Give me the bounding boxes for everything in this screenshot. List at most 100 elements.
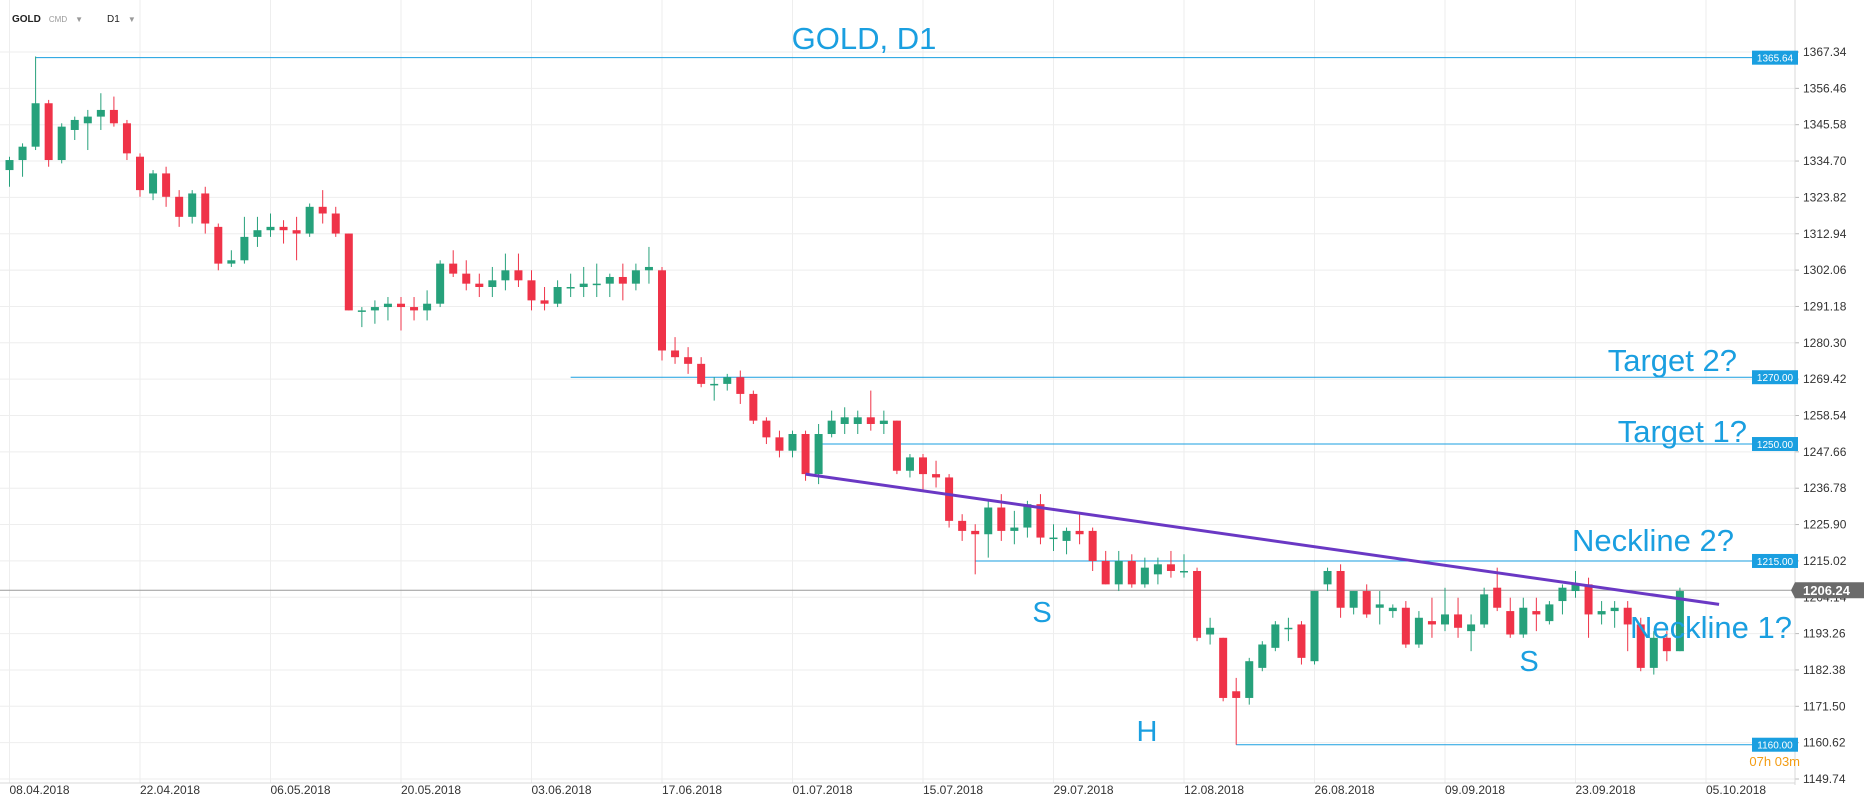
market-type[interactable]: CMD	[48, 14, 68, 24]
candle-body	[1597, 611, 1606, 615]
chevron-down-icon[interactable]: ▼	[127, 14, 136, 24]
candle	[958, 514, 967, 541]
y-tick-label: 1258.54	[1803, 409, 1847, 423]
x-tick-label: 09.09.2018	[1445, 783, 1505, 797]
candle	[1480, 587, 1489, 628]
horizontal-levels	[35, 57, 1795, 746]
candle-body	[240, 236, 249, 261]
candle	[1153, 557, 1162, 585]
candle-body	[984, 507, 993, 535]
candle	[540, 287, 549, 311]
candle	[971, 524, 980, 575]
candle	[1193, 567, 1202, 642]
candle-body	[1297, 624, 1306, 658]
candle-body	[1649, 637, 1658, 668]
candle-body	[1610, 607, 1619, 612]
timeframe-selector[interactable]: D1	[107, 13, 120, 25]
candle	[1180, 554, 1188, 578]
current-price-tag	[1791, 582, 1864, 599]
candle	[1310, 591, 1319, 665]
candle-body	[1467, 624, 1476, 632]
candle	[18, 143, 27, 177]
chevron-down-icon[interactable]: ▼	[75, 14, 84, 24]
left-shoulder-label: S	[1032, 597, 1051, 629]
candle-body	[945, 477, 954, 521]
x-tick-label: 22.04.2018	[140, 783, 200, 797]
symbol-selector[interactable]: GOLD	[12, 13, 41, 25]
candle	[31, 56, 40, 151]
x-tick-label: 23.09.2018	[1576, 783, 1636, 797]
candle-body	[162, 173, 171, 197]
candle-body	[723, 377, 732, 384]
chart-toolbar: GOLD CMD ▼ D1 ▼	[12, 11, 136, 27]
x-tick-label: 05.10.2018	[1706, 783, 1766, 797]
level-price-text: 1250.00	[1757, 440, 1794, 451]
candle	[331, 206, 340, 237]
candle-body	[370, 307, 379, 311]
candle-body	[1049, 537, 1058, 540]
candle-body	[175, 196, 184, 217]
y-tick-label: 1160.62	[1803, 736, 1846, 750]
candle-body	[31, 103, 40, 147]
candle	[553, 280, 562, 308]
candle	[162, 166, 171, 207]
candle	[684, 347, 693, 374]
candle	[1010, 510, 1019, 545]
candle-body	[1310, 591, 1319, 662]
candle	[1467, 614, 1476, 652]
x-axis: 08.04.2018 22.04.2018 06.05.2018 20.05.2018…	[0, 782, 1795, 797]
y-tick-label: 1182.38	[1803, 663, 1846, 677]
candle	[1166, 550, 1175, 578]
candle-body	[501, 270, 510, 281]
candle	[370, 300, 379, 324]
y-tick-label: 1312.94	[1803, 227, 1847, 241]
candle	[240, 216, 249, 264]
candle	[1519, 597, 1528, 638]
candle-body	[749, 393, 758, 421]
candle-body	[1219, 637, 1228, 698]
candle	[1584, 577, 1593, 638]
candle	[1506, 597, 1515, 638]
candle	[527, 270, 536, 311]
neckline-trendline[interactable]	[805, 472, 1720, 606]
y-tick-label: 1302.06	[1803, 263, 1847, 277]
candle-body	[188, 193, 197, 217]
level-price-text: 1270.00	[1757, 373, 1794, 384]
candle-body	[1036, 504, 1045, 538]
candle-body	[658, 270, 666, 351]
target-2-annotation: Target 2?	[1608, 343, 1737, 378]
candle-body	[1088, 530, 1097, 561]
candle	[175, 190, 184, 227]
candle-body	[122, 123, 131, 154]
head-label: H	[1137, 716, 1158, 748]
candle	[214, 223, 223, 271]
candle-body	[227, 260, 236, 264]
candle-body	[357, 310, 366, 312]
candle-body	[1232, 691, 1241, 698]
candle-body	[553, 287, 562, 304]
candle-body	[1153, 564, 1162, 575]
candle-body	[96, 109, 105, 117]
x-tick-label: 20.05.2018	[401, 783, 461, 797]
candle	[723, 373, 732, 391]
candle	[188, 190, 197, 224]
candle-body	[18, 146, 27, 161]
candle-body	[736, 377, 745, 394]
candle-body	[1532, 611, 1541, 615]
candle	[357, 307, 366, 328]
y-axis: 1367.34 1356.46 1345.58 1334.70 1323.82 1312.…	[1794, 0, 1847, 786]
candle	[488, 266, 497, 298]
candlestick-series	[5, 56, 1684, 745]
right-shoulder-label: S	[1519, 646, 1538, 678]
candle	[436, 260, 445, 308]
candle	[853, 410, 862, 435]
candle-body	[514, 270, 523, 281]
candle	[762, 417, 771, 445]
candle	[1401, 601, 1410, 648]
candle-body	[1166, 564, 1175, 571]
candle-body	[1062, 530, 1071, 541]
candle-body	[1675, 591, 1684, 652]
candle	[788, 430, 797, 458]
candle	[749, 390, 758, 424]
